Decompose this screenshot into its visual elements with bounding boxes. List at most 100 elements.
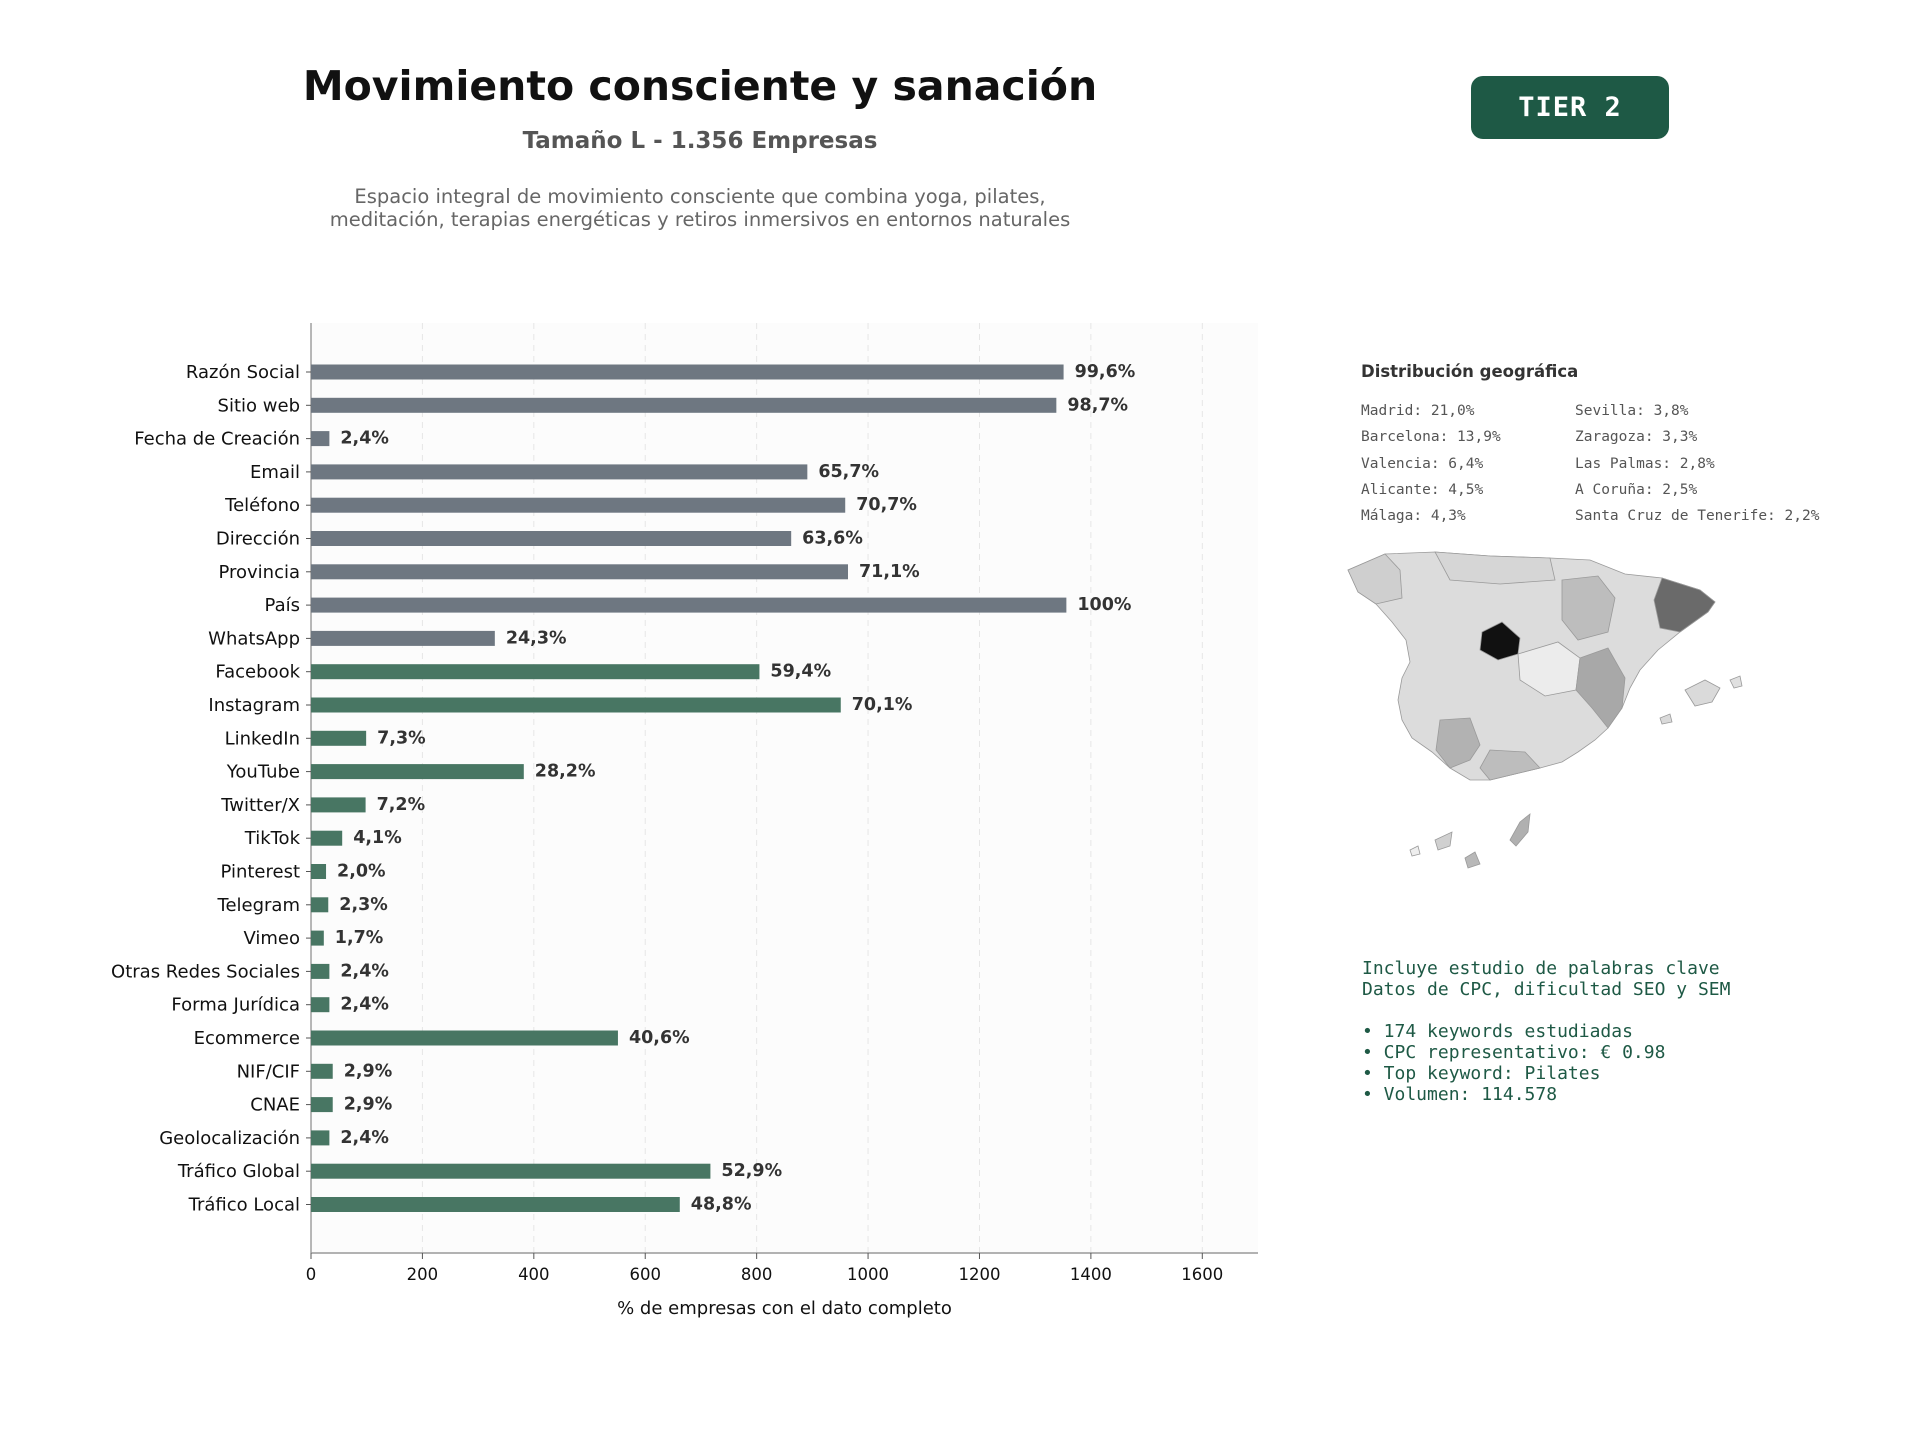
category-label: Fecha de Creación [134, 429, 300, 450]
category-label: YouTube [226, 762, 300, 783]
bar [311, 764, 524, 780]
category-label: TikTok [244, 828, 301, 849]
category-label: CNAE [250, 1095, 300, 1116]
category-label: Telegram [217, 895, 300, 916]
completeness-bar-chart: 0 200 400 600 800 1000 1200 1400 1600 % de empres… [111, 323, 1258, 1319]
bar-value-label: 65,7% [818, 462, 879, 482]
bar-value-label: 2,3% [339, 895, 388, 915]
x-tick-label: 1600 [1181, 1265, 1223, 1284]
category-label: Geolocalización [159, 1128, 300, 1149]
keywords-bullet: • Top keyword: Pilates [1362, 1063, 1601, 1084]
category-label: Dirección [216, 529, 300, 550]
geo-item: Alicante: 4,5% [1361, 481, 1484, 498]
bar [311, 864, 327, 879]
bar [311, 597, 1067, 613]
bar [311, 531, 792, 546]
category-label: Twitter/X [220, 795, 300, 816]
geo-distribution-title: Distribución geográfica [1361, 362, 1579, 381]
bar [311, 564, 849, 580]
bar [311, 730, 367, 746]
category-label: NIF/CIF [237, 1061, 300, 1082]
page-title: Movimiento consciente y sanación [302, 62, 1098, 110]
x-tick-label: 400 [518, 1265, 550, 1284]
map-region-canary-east [1509, 813, 1531, 847]
map-region-aragon [1561, 575, 1616, 641]
bar-value-label: 7,2% [377, 795, 426, 815]
bar-value-label: 4,1% [353, 828, 402, 848]
map-region-balearic-2 [1729, 675, 1743, 689]
bar [311, 1097, 333, 1113]
bar-value-label: 2,0% [337, 862, 386, 882]
geo-item: Santa Cruz de Tenerife: 2,2% [1575, 508, 1820, 525]
category-label: Forma Jurídica [171, 995, 300, 1016]
bar-value-label: 2,4% [340, 995, 389, 1015]
bar [311, 630, 495, 646]
map-region-andalucia-west [1435, 717, 1481, 769]
geo-list-col1: Madrid: 21,0% Barcelona: 13,9% Valencia:… [1361, 398, 1501, 529]
category-label: Ecommerce [194, 1028, 300, 1049]
geo-item: Zaragoza: 3,3% [1575, 429, 1698, 446]
bar [311, 1063, 333, 1079]
bar [311, 497, 846, 513]
category-label: Razón Social [186, 362, 300, 383]
bar [311, 664, 760, 680]
bar-value-label: 70,7% [856, 495, 917, 515]
bar-value-label: 70,1% [852, 695, 913, 715]
bar-value-label: 98,7% [1067, 395, 1128, 415]
bar-value-label: 2,4% [340, 1128, 389, 1148]
bar [311, 997, 330, 1013]
keywords-bullet: • Volumen: 114.578 [1362, 1084, 1558, 1105]
category-label: Otras Redes Sociales [111, 961, 300, 982]
bar-value-label: 71,1% [859, 562, 920, 582]
category-label: Facebook [215, 662, 300, 683]
category-label: WhatsApp [208, 628, 300, 649]
keywords-line: Datos de CPC, dificultad SEO y SEM [1362, 979, 1731, 1000]
geo-item: Madrid: 21,0% [1361, 403, 1475, 419]
x-tick-label: 800 [741, 1265, 773, 1284]
keywords-info: Incluye estudio de palabras clave Datos … [1362, 958, 1730, 1105]
page-subtitle: Tamaño L - 1.356 Empresas [522, 128, 878, 154]
bar-value-label: 1,7% [335, 928, 384, 948]
tier-badge: TIER 2 [1471, 76, 1669, 139]
bar-value-label: 59,4% [770, 662, 831, 682]
bar-value-label: 63,6% [802, 529, 863, 549]
bar-value-label: 28,2% [535, 762, 596, 782]
bar-value-label: 48,8% [691, 1195, 752, 1215]
map-region-canary-small [1409, 845, 1421, 857]
map-region-balearic-1 [1684, 679, 1721, 707]
x-axis-label: % de empresas con el dato completo [617, 1298, 952, 1319]
map-region-andalucia-east [1479, 749, 1541, 781]
geo-item: A Coruña: 2,5% [1575, 481, 1698, 498]
sector-description: Espacio integral de movimiento conscient… [329, 185, 1071, 231]
keywords-bullet: • 174 keywords estudiadas [1362, 1021, 1633, 1042]
category-label: Instagram [208, 695, 300, 716]
geo-item: Barcelona: 13,9% [1361, 429, 1501, 446]
bar [311, 1030, 618, 1046]
bar [311, 1163, 711, 1179]
bar [311, 1130, 330, 1146]
category-label: Email [250, 462, 300, 483]
bar [311, 897, 329, 913]
bar-value-label: 52,9% [721, 1161, 782, 1181]
bar [311, 830, 343, 846]
bar [311, 1197, 680, 1212]
bar-value-label: 2,9% [344, 1061, 393, 1081]
bar-value-label: 2,4% [340, 429, 389, 449]
x-tick-label: 600 [629, 1265, 661, 1284]
category-label: Provincia [218, 562, 300, 583]
spain-choropleth-map [1347, 551, 1743, 869]
bar-value-label: 40,6% [629, 1028, 690, 1048]
bar [311, 797, 366, 813]
keywords-line: Incluye estudio de palabras clave [1362, 958, 1720, 979]
category-label: LinkedIn [225, 728, 300, 749]
map-region-canary-west [1434, 831, 1453, 851]
bar-value-label: 7,3% [377, 728, 426, 748]
category-label: Sitio web [218, 395, 300, 416]
x-tick-label: 1200 [958, 1265, 1000, 1284]
bar-value-label: 2,9% [344, 1095, 393, 1115]
x-tick-label: 200 [407, 1265, 439, 1284]
category-label: Teléfono [224, 495, 300, 516]
map-region-galicia [1347, 553, 1403, 605]
map-region-valencia [1575, 647, 1626, 729]
geo-item: Sevilla: 3,8% [1575, 403, 1689, 419]
